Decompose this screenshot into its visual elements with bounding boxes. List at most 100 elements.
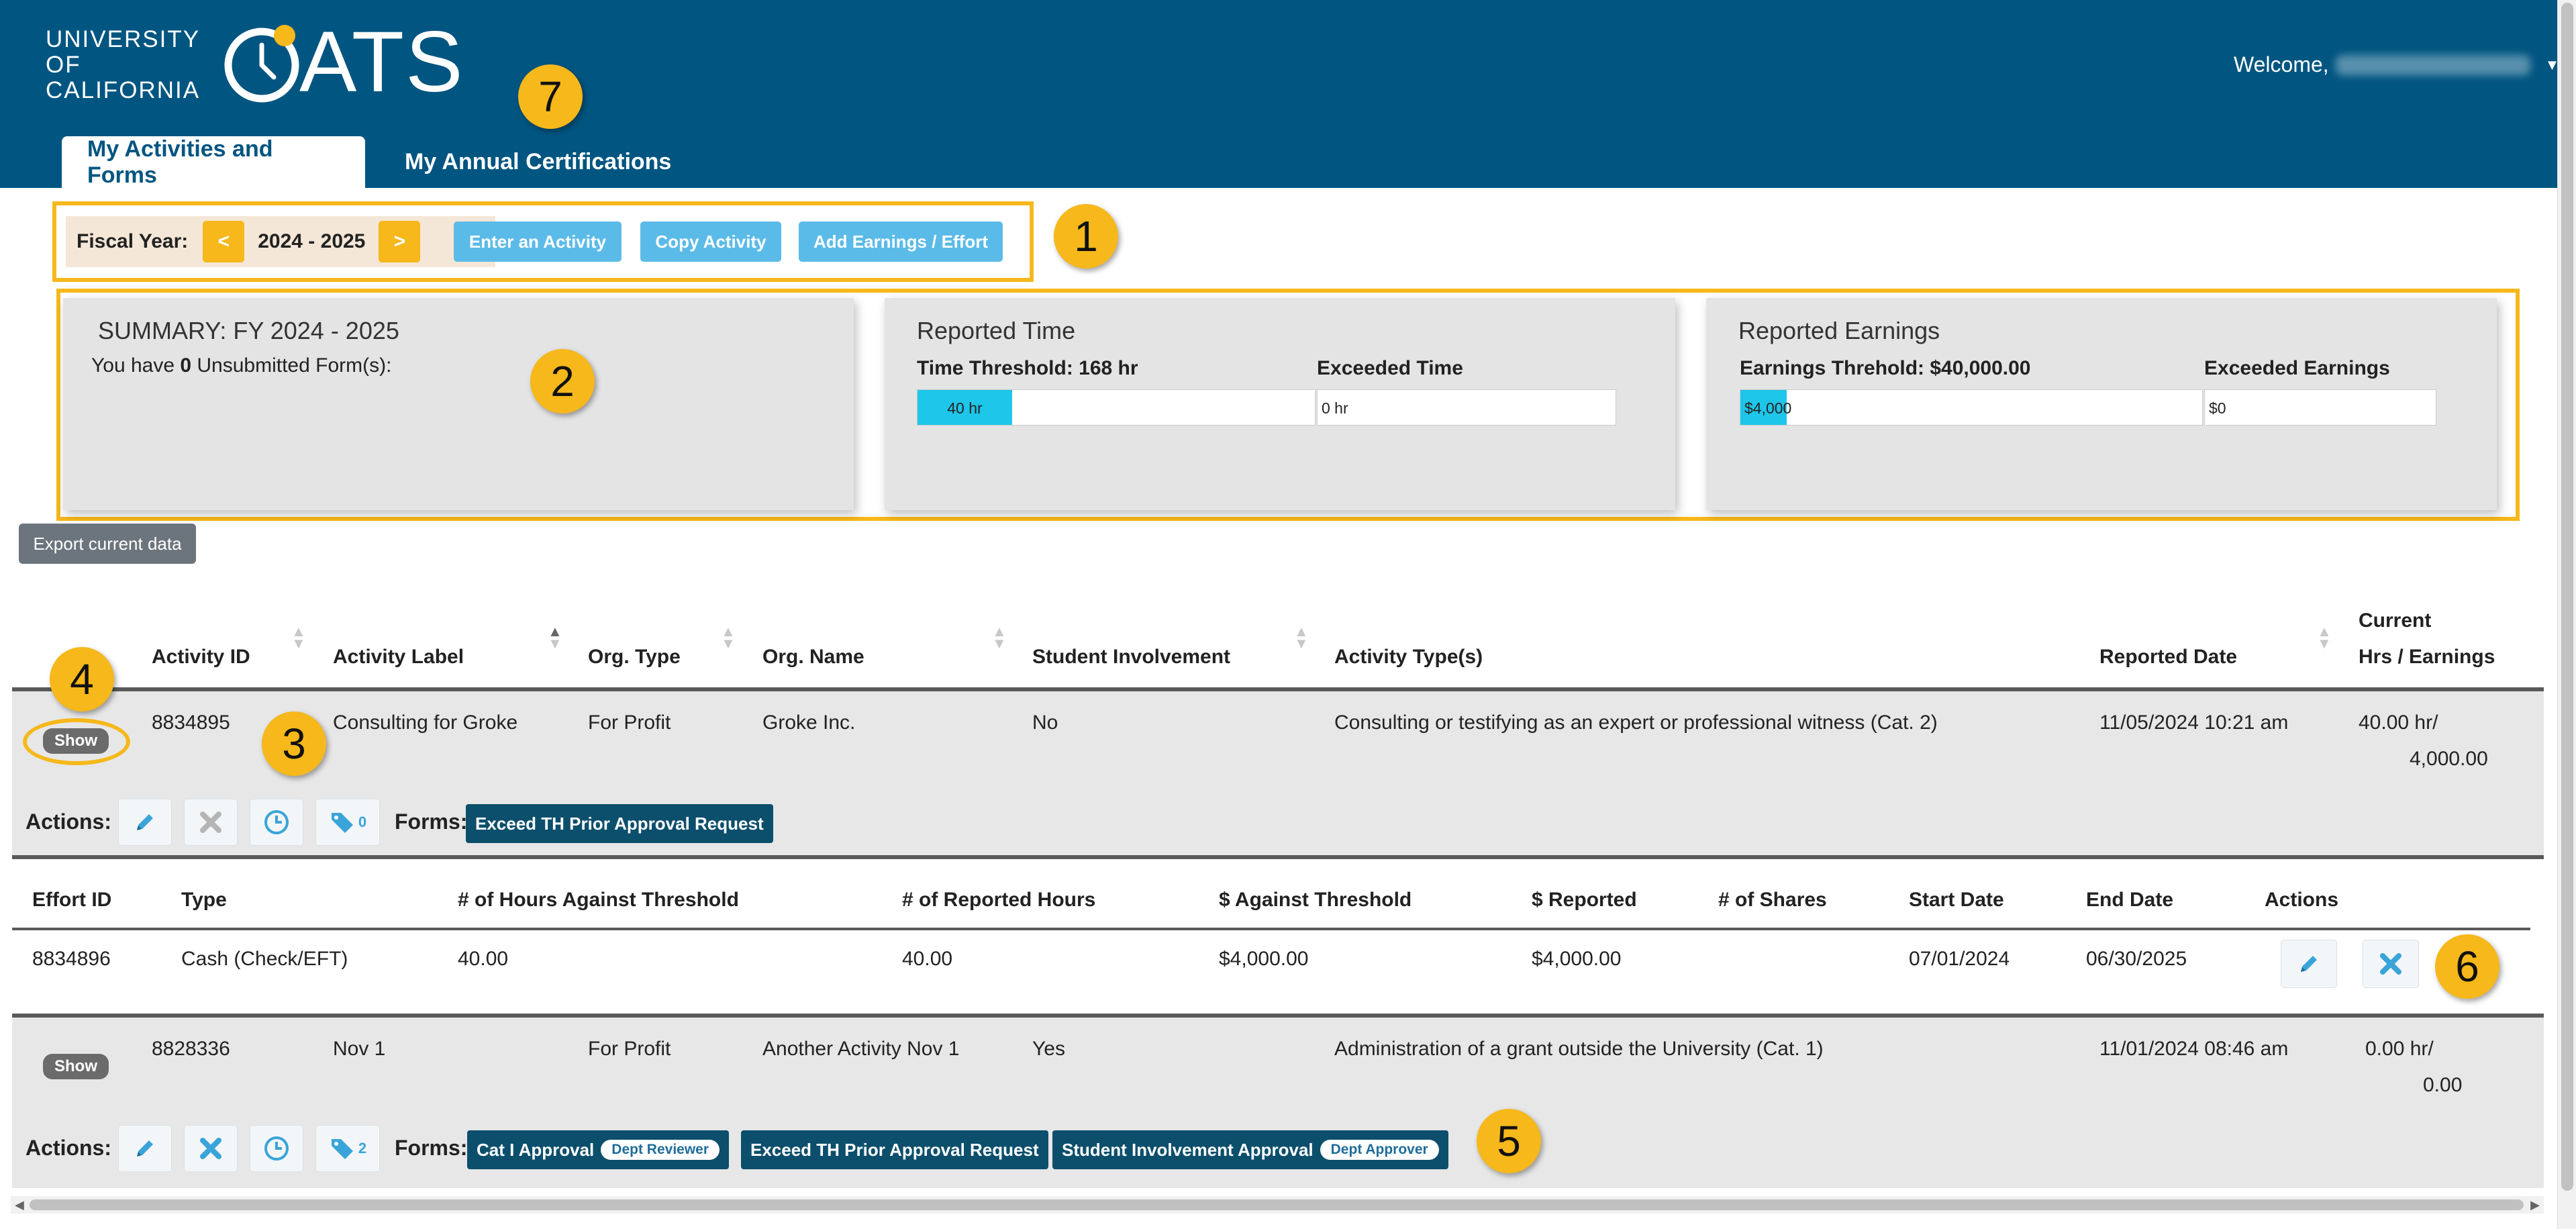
earnings-threshold-bar: $4,000	[1740, 389, 2203, 426]
tags-button[interactable]: 2	[315, 1125, 380, 1172]
col-header-org-name[interactable]: Org. Name	[762, 646, 864, 668]
delete-activity-button-disabled[interactable]	[184, 799, 238, 846]
col-header-current-line2[interactable]: Hrs / Earnings	[2359, 646, 2495, 668]
form-exceed-th-prior-approval-button[interactable]: Exceed TH Prior Approval Request	[466, 804, 773, 843]
sort-icon[interactable]: ▲ ▼	[291, 623, 306, 652]
col-header-org-type[interactable]: Org. Type	[588, 646, 681, 668]
enter-activity-button[interactable]: Enter an Activity	[454, 222, 622, 262]
history-button[interactable]	[250, 1125, 303, 1172]
edit-effort-button[interactable]	[2281, 940, 2337, 988]
sort-icon[interactable]: ▲ ▼	[2317, 623, 2332, 652]
scroll-left-icon[interactable]: ◀	[15, 1198, 24, 1212]
edit-activity-button[interactable]	[118, 799, 172, 846]
reported-date: 11/05/2024 10:21 am	[2099, 711, 2289, 734]
col-header-reported-date[interactable]: Reported Date	[2099, 646, 2238, 668]
user-menu[interactable]: Welcome, ▼	[2234, 52, 2559, 77]
history-button[interactable]	[250, 799, 303, 846]
logo-line-3: CALIFORNIA	[46, 77, 201, 103]
effort-end-date: 06/30/2025	[2086, 948, 2187, 970]
form-student-involvement-approval-button[interactable]: Student Involvement Approval Dept Approv…	[1052, 1130, 1448, 1169]
col-header-activity-types[interactable]: Activity Type(s)	[1334, 646, 1483, 668]
sort-icon[interactable]: ▲ ▼	[1294, 623, 1309, 652]
form-status-pill: Dept Approver	[1320, 1140, 1439, 1160]
exceeded-earnings-bar: $0	[2204, 389, 2436, 426]
effort-header-end-date: End Date	[2086, 889, 2174, 911]
effort-header-actions: Actions	[2265, 889, 2339, 911]
effort-header-reported-hours: # of Reported Hours	[902, 889, 1096, 911]
vertical-scrollbar[interactable]	[2557, 0, 2576, 1229]
activity-label: Nov 1	[333, 1038, 386, 1060]
annotation-badge-5: 5	[1477, 1109, 1541, 1173]
fiscal-year-label: Fiscal Year:	[77, 230, 189, 252]
form-label: Exceed TH Prior Approval Request	[750, 1139, 1039, 1160]
org-type: For Profit	[588, 1038, 671, 1060]
org-type: For Profit	[588, 711, 671, 734]
tags-button[interactable]: 0	[315, 799, 380, 846]
annotation-badge-4: 4	[50, 647, 114, 711]
annotation-badge-7: 7	[518, 64, 583, 129]
col-header-student-involvement[interactable]: Student Involvement	[1032, 646, 1231, 668]
table-header-divider	[12, 687, 2544, 691]
export-current-data-button[interactable]: Export current data	[19, 524, 196, 564]
unsubmitted-suffix: Unsubmitted Form(s):	[197, 354, 392, 377]
delete-activity-button[interactable]	[184, 1125, 238, 1172]
effort-header-shares: # of Shares	[1718, 889, 1827, 911]
logo-line-1: UNIVERSITY	[46, 26, 201, 52]
edit-icon	[2301, 956, 2317, 972]
horizontal-scrollbar-thumb[interactable]	[30, 1199, 2524, 1210]
annotation-ring	[23, 718, 130, 765]
exceeded-earnings-value: $0	[2209, 399, 2226, 417]
effort-header-divider	[12, 928, 2530, 930]
activity-id: 8828336	[152, 1038, 230, 1060]
sort-icon[interactable]: ▲ ▼	[548, 623, 562, 652]
student-involvement: Yes	[1032, 1038, 1065, 1060]
table-row	[12, 691, 2544, 855]
prev-year-button[interactable]: <	[203, 221, 245, 262]
tab-my-activities-and-forms[interactable]: My Activities and Forms	[62, 136, 365, 188]
scroll-right-icon[interactable]: ▶	[2530, 1198, 2540, 1212]
annotation-badge-2: 2	[530, 349, 595, 413]
toolbar-highlight: Fiscal Year: < 2024 - 2025 > Enter an Ac…	[52, 201, 1034, 282]
horizontal-scrollbar[interactable]: ◀ ▶	[11, 1196, 2544, 1214]
edit-activity-button[interactable]	[118, 1125, 172, 1172]
forms-label: Forms:	[395, 809, 468, 834]
exceeded-time-bar: 0 hr	[1317, 389, 1616, 426]
welcome-text: Welcome,	[2234, 52, 2329, 77]
time-threshold-label: Time Threshold: 168 hr	[917, 357, 1138, 379]
vertical-scrollbar-thumb[interactable]	[2561, 3, 2573, 1191]
annotation-badge-1: 1	[1054, 204, 1118, 268]
effort-id: 8834896	[32, 948, 111, 970]
delete-icon	[200, 812, 221, 833]
oats-logo[interactable]: ATS	[220, 19, 464, 106]
effort-header-hours-against: # of Hours Against Threshold	[458, 889, 739, 911]
clock-icon	[264, 810, 289, 834]
form-label: Exceed TH Prior Approval Request	[475, 813, 764, 834]
copy-activity-button[interactable]: Copy Activity	[640, 222, 781, 262]
caret-down-icon: ▼	[2544, 56, 2560, 73]
university-logo: UNIVERSITY OF CALIFORNIA	[46, 27, 200, 103]
tab-my-annual-certifications[interactable]: My Annual Certifications	[405, 149, 672, 175]
tag-count: 2	[358, 1140, 367, 1157]
next-year-button[interactable]: >	[379, 221, 421, 262]
col-header-activity-id[interactable]: Activity ID	[152, 646, 250, 668]
add-earnings-effort-button[interactable]: Add Earnings / Effort	[799, 222, 1003, 262]
tags-icon	[331, 813, 353, 833]
effort-hours-against: 40.00	[458, 948, 509, 970]
form-cat-i-approval-button[interactable]: Cat I Approval Dept Reviewer	[467, 1130, 730, 1169]
delete-effort-button[interactable]	[2363, 940, 2419, 988]
delete-icon	[2380, 953, 2401, 975]
forms-label: Forms:	[395, 1136, 468, 1160]
actions-label: Actions:	[26, 809, 111, 834]
sort-icon[interactable]: ▲ ▼	[992, 623, 1007, 652]
activity-types: Consulting or testifying as an expert or…	[1334, 711, 1938, 734]
form-exceed-th-prior-approval-button[interactable]: Exceed TH Prior Approval Request	[741, 1130, 1048, 1169]
oats-clock-icon	[224, 25, 299, 103]
col-header-current-line1[interactable]: Current	[2359, 609, 2432, 632]
sort-icon[interactable]: ▲ ▼	[721, 623, 736, 652]
effort-header-dollars-reported: $ Reported	[1532, 889, 1637, 911]
col-header-activity-label[interactable]: Activity Label	[333, 646, 464, 668]
effort-start-date: 07/01/2024	[1909, 948, 2010, 970]
show-details-button[interactable]: Show	[43, 1054, 109, 1079]
current-earnings: 0.00	[2423, 1074, 2463, 1096]
annotation-badge-3: 3	[262, 711, 326, 776]
